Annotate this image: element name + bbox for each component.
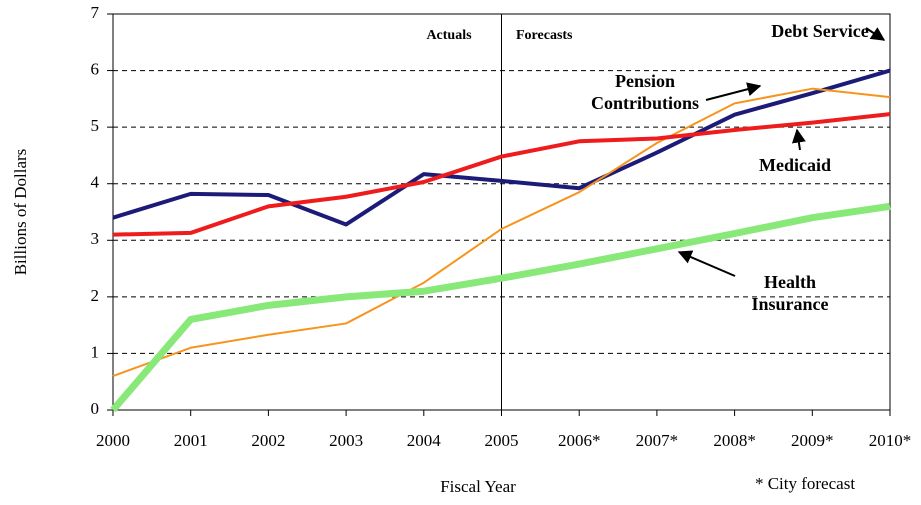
x-tick-label: 2006*: [558, 431, 601, 450]
arrow: [677, 250, 736, 277]
series-label: Health Insurance: [751, 272, 829, 314]
x-axis-label: Fiscal Year: [440, 477, 516, 496]
y-axis-label: Billions of Dollars: [11, 149, 30, 276]
annotation: * City forecast: [755, 474, 855, 493]
series-line: [110, 202, 891, 413]
y-tick-label: 4: [91, 173, 100, 192]
series-line: [112, 87, 891, 377]
x-tick-label: 2000: [96, 431, 130, 450]
x-tick-label: 2004: [407, 431, 442, 450]
arrow: [865, 27, 886, 41]
y-tick-label: 1: [91, 342, 100, 361]
y-tick-label: 7: [91, 3, 100, 22]
x-tick-label: 2008*: [713, 431, 756, 450]
series-line: [112, 68, 891, 227]
series-line: [112, 112, 891, 237]
y-tick-label: 2: [91, 286, 100, 305]
x-tick-label: 2003: [329, 431, 363, 450]
series-label: Medicaid: [759, 155, 831, 175]
x-tick-label: 2005: [485, 431, 519, 450]
annotation: Actuals: [426, 28, 472, 43]
annotation: Forecasts: [516, 28, 573, 43]
arrow: [705, 82, 762, 101]
series-label: Pension Contributions: [590, 71, 700, 113]
x-tick-label: 2002: [251, 431, 285, 450]
x-tick-label: 2001: [174, 431, 208, 450]
series-label: Debt Service: [771, 21, 869, 41]
x-tick-label: 2010*: [869, 431, 912, 450]
y-tick-label: 0: [91, 399, 100, 418]
arrows: [677, 27, 886, 277]
y-tick-label: 6: [91, 59, 100, 78]
x-tick-label: 2009*: [791, 431, 834, 450]
y-tick-label: 5: [91, 116, 100, 135]
y-tick-label: 3: [91, 229, 100, 248]
x-tick-label: 2007*: [636, 431, 679, 450]
arrow: [791, 128, 806, 151]
